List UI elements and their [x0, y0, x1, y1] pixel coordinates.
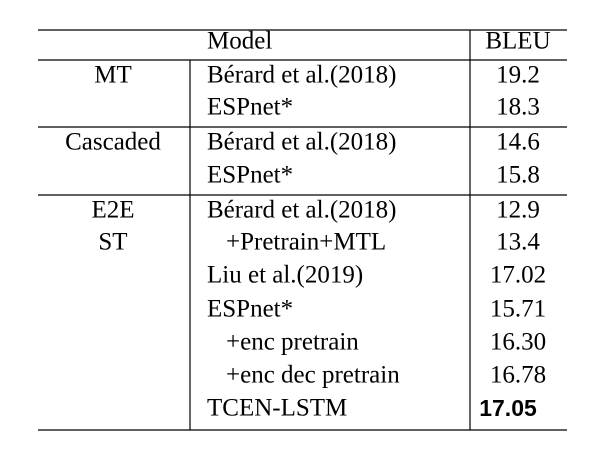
model-cell: ESPnet*	[207, 162, 293, 189]
group-label: ST	[98, 229, 127, 256]
bleu-cell: 19.2	[496, 62, 540, 89]
header-bleu: BLEU	[485, 28, 550, 55]
bleu-cell: 13.4	[496, 229, 540, 256]
model-cell: +enc dec pretrain	[226, 362, 400, 389]
header-model: Model	[207, 28, 272, 55]
bleu-cell-best: 17.05	[479, 395, 537, 421]
model-cell: ESPnet*	[207, 296, 293, 323]
bleu-cell: 14.6	[496, 129, 540, 156]
bleu-cell: 18.3	[496, 94, 540, 121]
bleu-cell: 15.8	[496, 162, 540, 189]
model-cell: Bérard et al.(2018)	[207, 197, 397, 224]
model-cell: TCEN-LSTM	[207, 395, 347, 422]
model-cell: ESPnet*	[207, 94, 293, 121]
group-label: E2E	[91, 197, 134, 224]
model-cell: Bérard et al.(2018)	[207, 62, 397, 89]
model-cell: +enc pretrain	[226, 329, 359, 356]
model-cell: +Pretrain+MTL	[226, 229, 386, 256]
group-label: MT	[94, 62, 132, 89]
model-cell: Liu et al.(2019)	[207, 262, 363, 289]
model-cell: Bérard et al.(2018)	[207, 129, 397, 156]
bleu-cell: 16.30	[490, 329, 546, 356]
group-label: Cascaded	[65, 129, 161, 156]
bleu-cell: 17.02	[490, 262, 546, 289]
bleu-cell: 12.9	[496, 197, 540, 224]
bleu-cell: 15.71	[490, 296, 546, 323]
bleu-cell: 16.78	[490, 362, 546, 389]
